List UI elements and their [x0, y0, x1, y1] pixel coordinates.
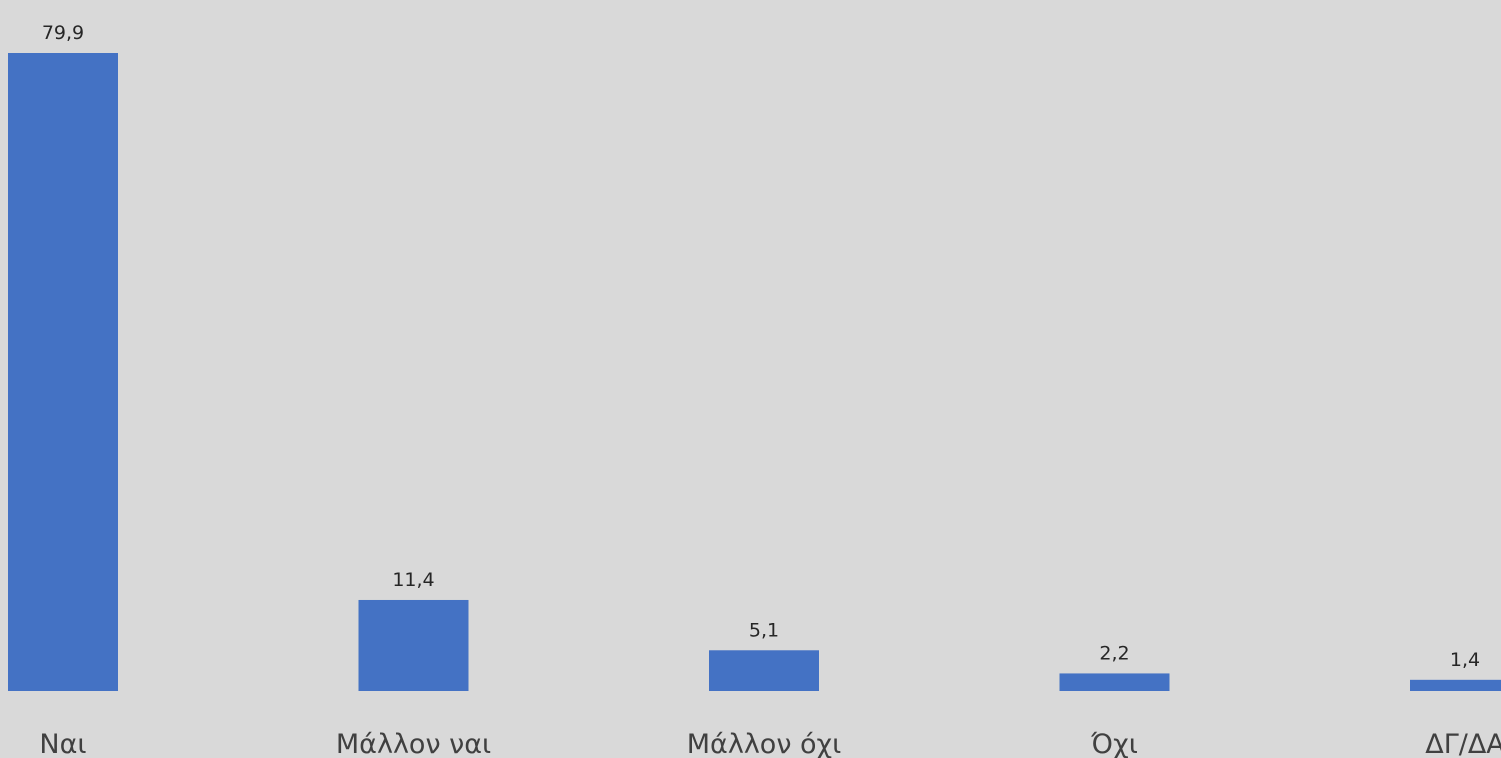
value-labels-layer: 79,9 11,4 5,1 2,2 1,4: [42, 22, 1480, 671]
category-label-3: Μάλλον όχι: [687, 729, 842, 758]
data-label-4: 2,2: [1099, 642, 1129, 664]
bar-4: [1059, 673, 1170, 691]
category-label-2: Μάλλον ναι: [336, 729, 491, 758]
category-label-5: ΔΓ/ΔΑ: [1425, 729, 1501, 758]
category-label-4: Όχι: [1090, 729, 1138, 758]
data-label-5: 1,4: [1450, 649, 1480, 671]
category-labels-layer: Ναι Μάλλον ναι Μάλλον όχι Όχι ΔΓ/ΔΑ: [39, 729, 1501, 758]
bars-layer: [8, 53, 1501, 691]
data-label-1: 79,9: [42, 22, 84, 44]
bar-1: [8, 53, 118, 691]
bar-2: [358, 599, 469, 691]
bar-5: [1410, 679, 1501, 691]
bar-3: [709, 650, 819, 691]
category-label-1: Ναι: [39, 729, 86, 758]
data-label-3: 5,1: [749, 619, 779, 641]
data-label-2: 11,4: [392, 569, 434, 591]
